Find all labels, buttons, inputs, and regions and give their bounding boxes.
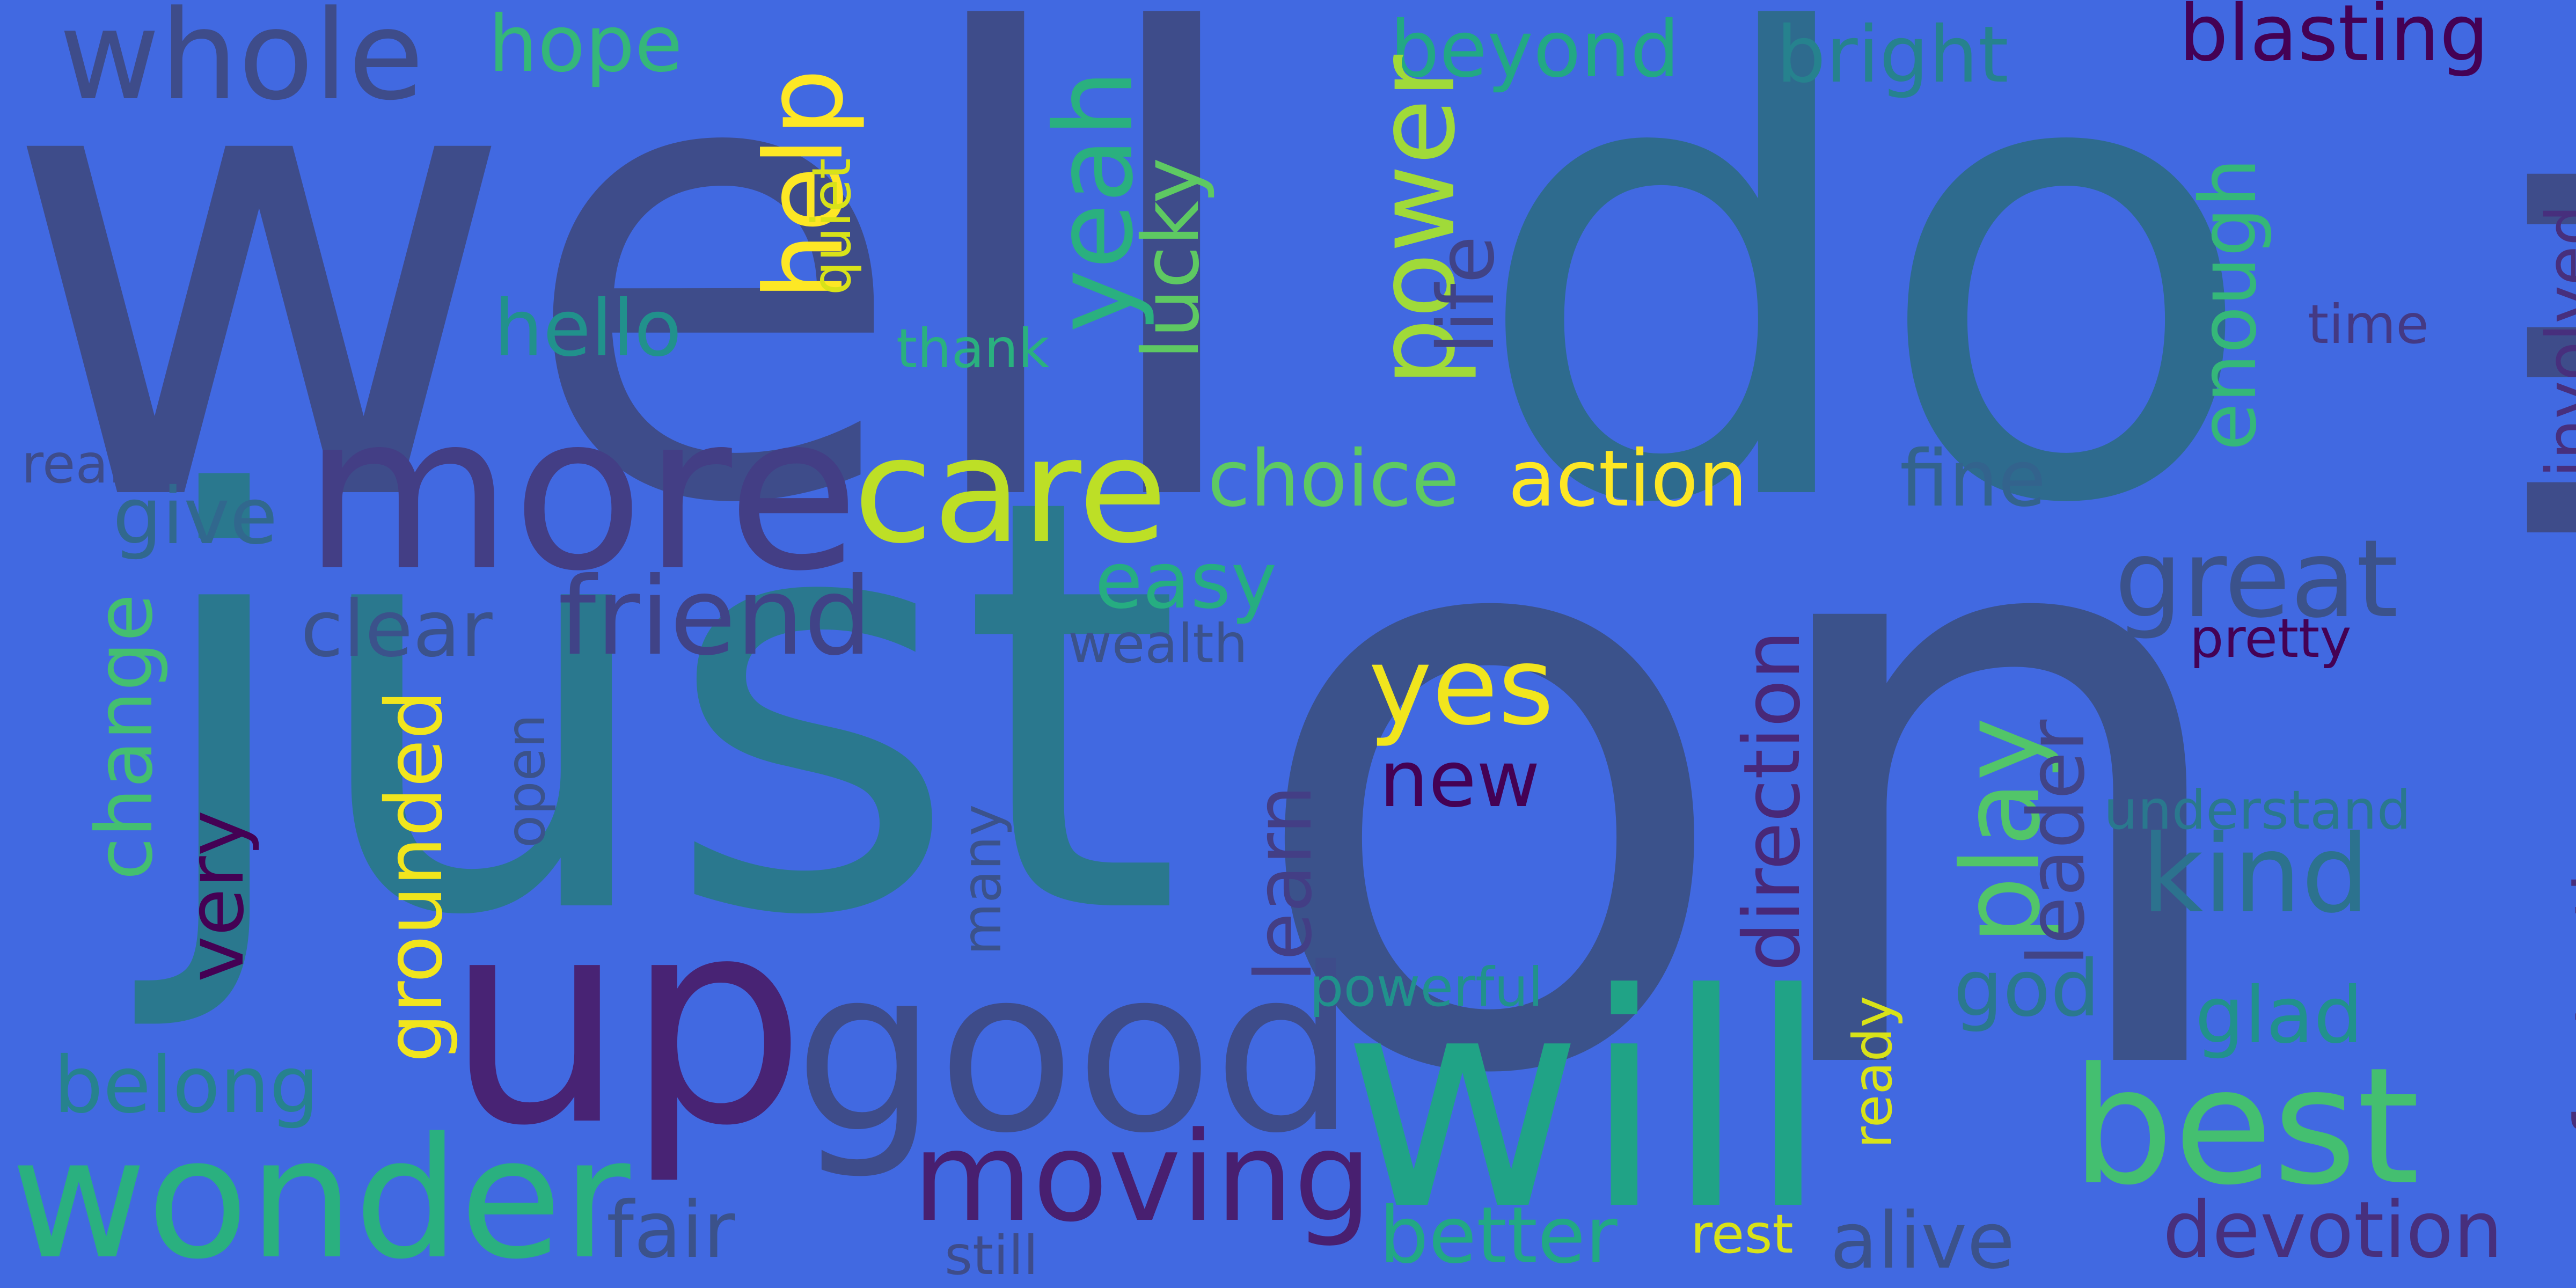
word-ready: ready bbox=[1841, 996, 1904, 1148]
word-leader: leader bbox=[2011, 719, 2102, 966]
word-do: do bbox=[1470, 0, 2260, 642]
word-care: care bbox=[853, 406, 1168, 575]
word-wonder: wonder bbox=[11, 1102, 631, 1288]
word-hello: hello bbox=[494, 283, 682, 374]
word-direction: direction bbox=[1727, 630, 1818, 971]
word-involved: involved bbox=[2533, 204, 2576, 478]
word-easy: easy bbox=[1095, 536, 1277, 626]
word-new: new bbox=[1379, 734, 1540, 825]
word-learn: learn bbox=[1239, 785, 1329, 982]
word-great: great bbox=[2114, 517, 2398, 642]
word-god: god bbox=[1953, 943, 2100, 1034]
word-good: good bbox=[794, 920, 1357, 1183]
word-rest: rest bbox=[1690, 1203, 1794, 1265]
word-more: more bbox=[303, 369, 860, 618]
word-devotion: devotion bbox=[2163, 1185, 2503, 1276]
word-choice: choice bbox=[1208, 434, 1460, 524]
word-whole: whole bbox=[59, 0, 425, 128]
word-alive: alive bbox=[1830, 1196, 2015, 1286]
word-moving: moving bbox=[912, 1106, 1372, 1249]
word-understand: understand bbox=[2104, 779, 2411, 841]
word-best: best bbox=[2072, 1033, 2420, 1220]
word-yes: yes bbox=[1368, 624, 1554, 749]
word-real: real bbox=[21, 433, 123, 495]
word-belong: belong bbox=[54, 1040, 319, 1131]
word-still: still bbox=[945, 1224, 1038, 1287]
word-fair: fair bbox=[606, 1185, 735, 1276]
word-time: time bbox=[2308, 293, 2429, 356]
word-will: will bbox=[1342, 931, 1829, 1275]
word-well: well bbox=[0, 0, 1260, 642]
word-open: open bbox=[494, 714, 557, 848]
word-life: life bbox=[1421, 236, 1512, 354]
word-kind: kind bbox=[2141, 812, 2370, 937]
word-on: on bbox=[1240, 303, 2256, 1253]
word-lucky: lucky bbox=[1126, 157, 1217, 360]
word-bright: bright bbox=[1776, 10, 2009, 100]
word-beyond: beyond bbox=[1390, 4, 1680, 95]
word-fantastic: fantastic bbox=[2559, 835, 2576, 1138]
word-up: up bbox=[445, 857, 807, 1188]
word-powerful: powerful bbox=[1309, 956, 1543, 1019]
word-grounded: grounded bbox=[369, 690, 460, 1063]
word-better: better bbox=[1379, 1190, 1618, 1281]
word-friend: friend bbox=[558, 554, 872, 679]
word-glad: glad bbox=[2195, 970, 2363, 1061]
word-enough: enough bbox=[2183, 158, 2274, 451]
word-thank: thank bbox=[896, 317, 1050, 380]
word-hope: hope bbox=[488, 0, 683, 90]
word-change: change bbox=[79, 594, 170, 880]
word-give: give bbox=[113, 471, 278, 562]
word-clear: clear bbox=[301, 584, 493, 675]
word-wealth: wealth bbox=[1068, 612, 1248, 675]
word-blasting: blasting bbox=[2179, 0, 2489, 79]
word-action: action bbox=[1508, 434, 1748, 524]
word-fine: fine bbox=[1900, 434, 2046, 524]
word-very: very bbox=[171, 810, 261, 982]
word-quiet: quiet bbox=[800, 158, 863, 295]
word-just: just bbox=[145, 377, 1183, 1040]
word-pretty: pretty bbox=[2190, 607, 2352, 670]
word-many: many bbox=[950, 804, 1013, 955]
